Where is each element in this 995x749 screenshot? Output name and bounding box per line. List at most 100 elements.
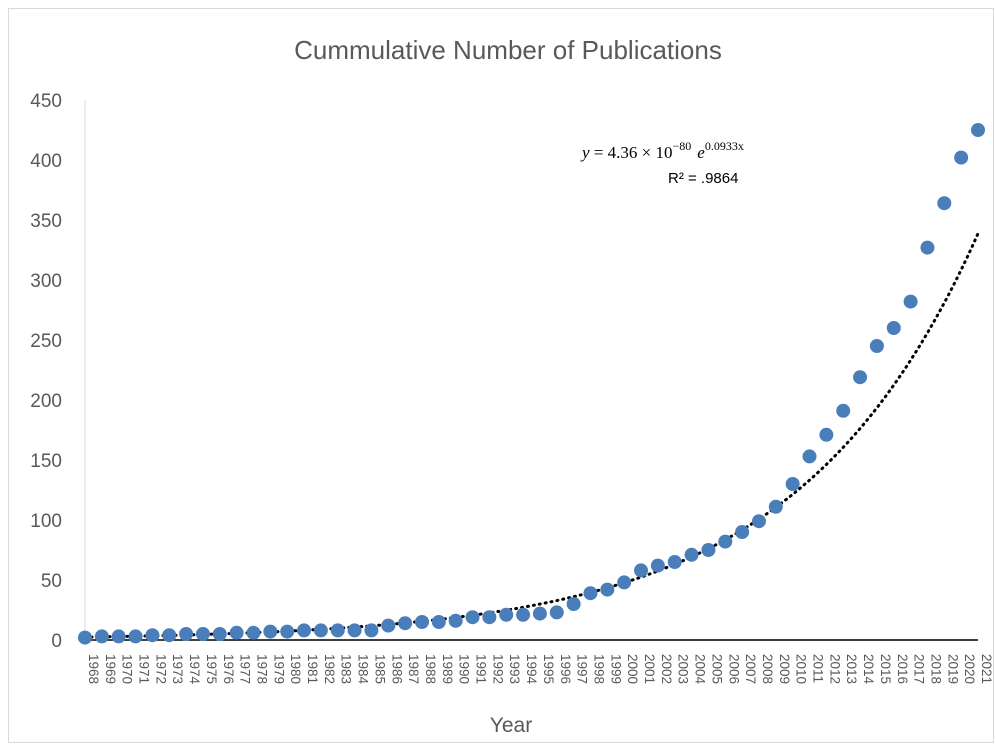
data-point — [617, 575, 632, 590]
data-point — [751, 514, 766, 529]
x-tick-label: 1986 — [389, 654, 404, 684]
x-tick-label: 2010 — [794, 654, 809, 684]
x-tick-label: 2012 — [827, 654, 842, 684]
x-tick-label: 2014 — [861, 654, 876, 685]
x-tick-label: 2019 — [945, 654, 960, 684]
x-tick-label: 1983 — [339, 654, 354, 684]
data-point — [398, 616, 413, 631]
data-point — [886, 321, 901, 335]
x-tick-label: 2009 — [777, 654, 792, 684]
data-point — [853, 370, 868, 385]
data-points — [78, 123, 985, 645]
data-point — [869, 339, 884, 353]
x-tick-label: 2018 — [928, 654, 943, 684]
data-point — [313, 623, 328, 638]
x-tick-label: 1982 — [322, 654, 337, 684]
data-point — [179, 627, 194, 641]
data-point — [650, 558, 665, 573]
data-point — [297, 623, 312, 638]
x-tick-label: 1995 — [541, 654, 556, 684]
data-point — [903, 294, 918, 309]
data-point — [448, 613, 463, 628]
x-tick-label: 2001 — [642, 654, 657, 684]
data-point — [768, 499, 783, 514]
x-tick-label: 1974 — [187, 654, 202, 685]
y-tick-label: 0 — [51, 631, 62, 652]
x-tick-label: 1997 — [575, 654, 590, 684]
data-point — [971, 123, 985, 137]
chart-border — [8, 8, 994, 743]
y-tick-label: 100 — [30, 511, 62, 532]
x-tick-label: 2006 — [726, 654, 741, 684]
x-tick-label: 2016 — [895, 654, 910, 684]
data-point — [684, 547, 699, 562]
data-point — [263, 624, 278, 639]
x-tick-label: 2015 — [878, 654, 893, 684]
data-point — [735, 525, 750, 539]
x-axis: 1968 1969 1970 1971 1972 1973 1974 1975 1976 1977… — [85, 639, 994, 685]
data-point — [549, 605, 564, 620]
x-tick-label: 2007 — [743, 654, 758, 684]
data-point — [78, 630, 92, 645]
x-tick-label: 2021 — [979, 654, 994, 684]
r-squared-label: R² = .9864 — [668, 170, 738, 187]
data-point — [516, 607, 531, 622]
x-tick-label: 2013 — [844, 654, 859, 684]
trendline-equation: y = 4.36 × 10−80 e0.0933x — [580, 139, 744, 162]
x-axis-title: Year — [490, 714, 532, 737]
x-tick-label: 1984 — [356, 654, 371, 685]
data-point — [414, 615, 429, 629]
x-tick-label: 1993 — [507, 654, 522, 684]
data-point — [364, 623, 379, 638]
data-point — [718, 534, 733, 549]
data-point — [634, 563, 649, 578]
data-point — [937, 196, 952, 211]
x-tick-label: 1970 — [120, 654, 135, 684]
x-tick-label: 1978 — [254, 654, 269, 684]
data-point — [195, 627, 210, 641]
data-point — [499, 607, 514, 622]
x-tick-label: 1994 — [524, 654, 539, 685]
x-tick-label: 2002 — [659, 654, 674, 684]
x-tick-label: 1979 — [271, 654, 286, 684]
x-tick-label: 2004 — [693, 654, 708, 685]
data-point — [600, 582, 615, 597]
x-tick-label: 1968 — [86, 654, 101, 684]
data-point — [94, 629, 109, 644]
data-point — [954, 150, 969, 165]
data-point — [583, 586, 598, 601]
equation-main: = 4.36 × 10 — [590, 143, 673, 162]
x-tick-label: 1992 — [490, 654, 505, 684]
x-tick-label: 1988 — [423, 654, 438, 684]
x-tick-label: 2017 — [912, 654, 927, 684]
y-axis: 0 50 100 150 200 250 300 350 400 450 — [30, 91, 86, 652]
data-point — [381, 618, 396, 633]
x-tick-label: 1999 — [608, 654, 623, 684]
data-point — [532, 606, 547, 621]
data-point — [920, 240, 935, 255]
equation-exponent: −80 — [672, 139, 691, 153]
y-tick-label: 350 — [30, 211, 62, 232]
data-point — [701, 543, 716, 557]
x-tick-label: 1987 — [406, 654, 421, 684]
data-point — [145, 628, 160, 643]
data-point — [667, 555, 682, 569]
data-point — [212, 627, 227, 641]
x-tick-label: 2005 — [709, 654, 724, 684]
data-point — [566, 597, 581, 611]
x-tick-label: 1991 — [474, 654, 489, 684]
chart-title: Cummulative Number of Publications — [294, 35, 722, 65]
x-tick-label: 1972 — [153, 654, 168, 684]
x-tick-label: 2000 — [625, 654, 640, 684]
x-tick-label: 2008 — [760, 654, 775, 684]
x-tick-label: 2011 — [811, 654, 826, 683]
x-tick-label: 1989 — [440, 654, 455, 684]
data-point — [347, 623, 362, 638]
y-tick-label: 450 — [30, 91, 62, 112]
y-tick-label: 400 — [30, 151, 62, 172]
x-tick-label: 1971 — [137, 654, 152, 684]
x-tick-label: 1973 — [170, 654, 185, 684]
x-tick-label: 1996 — [558, 654, 573, 684]
